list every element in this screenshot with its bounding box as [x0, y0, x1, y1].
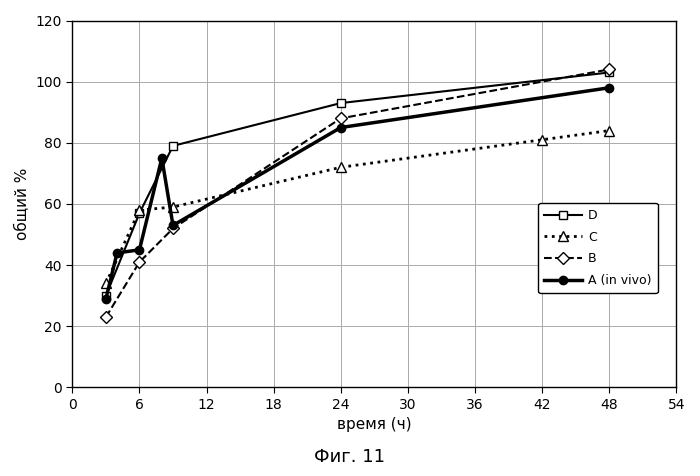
A (in vivo) [337, 125, 345, 130]
D [102, 293, 110, 298]
D [135, 210, 143, 216]
X-axis label: время (ч): время (ч) [337, 417, 412, 432]
B [605, 67, 613, 72]
B [135, 259, 143, 265]
B [169, 226, 177, 231]
C [605, 128, 613, 133]
D [169, 143, 177, 149]
Line: C: C [101, 126, 614, 288]
Legend: D, C, B, A (in vivo): D, C, B, A (in vivo) [538, 203, 658, 293]
A (in vivo) [605, 85, 613, 90]
A (in vivo) [113, 250, 121, 256]
A (in vivo) [158, 155, 166, 161]
C [538, 137, 546, 143]
B [102, 314, 110, 320]
Y-axis label: общий %: общий % [15, 168, 30, 240]
D [337, 100, 345, 106]
A (in vivo) [169, 223, 177, 228]
Text: Фиг. 11: Фиг. 11 [314, 448, 386, 466]
C [169, 204, 177, 210]
A (in vivo) [102, 296, 110, 302]
D [605, 69, 613, 75]
Line: D: D [102, 69, 613, 300]
A (in vivo) [135, 247, 143, 253]
C [102, 281, 110, 287]
B [337, 116, 345, 121]
C [135, 207, 143, 213]
Line: B: B [102, 65, 613, 321]
C [337, 164, 345, 170]
Line: A (in vivo): A (in vivo) [102, 84, 613, 303]
